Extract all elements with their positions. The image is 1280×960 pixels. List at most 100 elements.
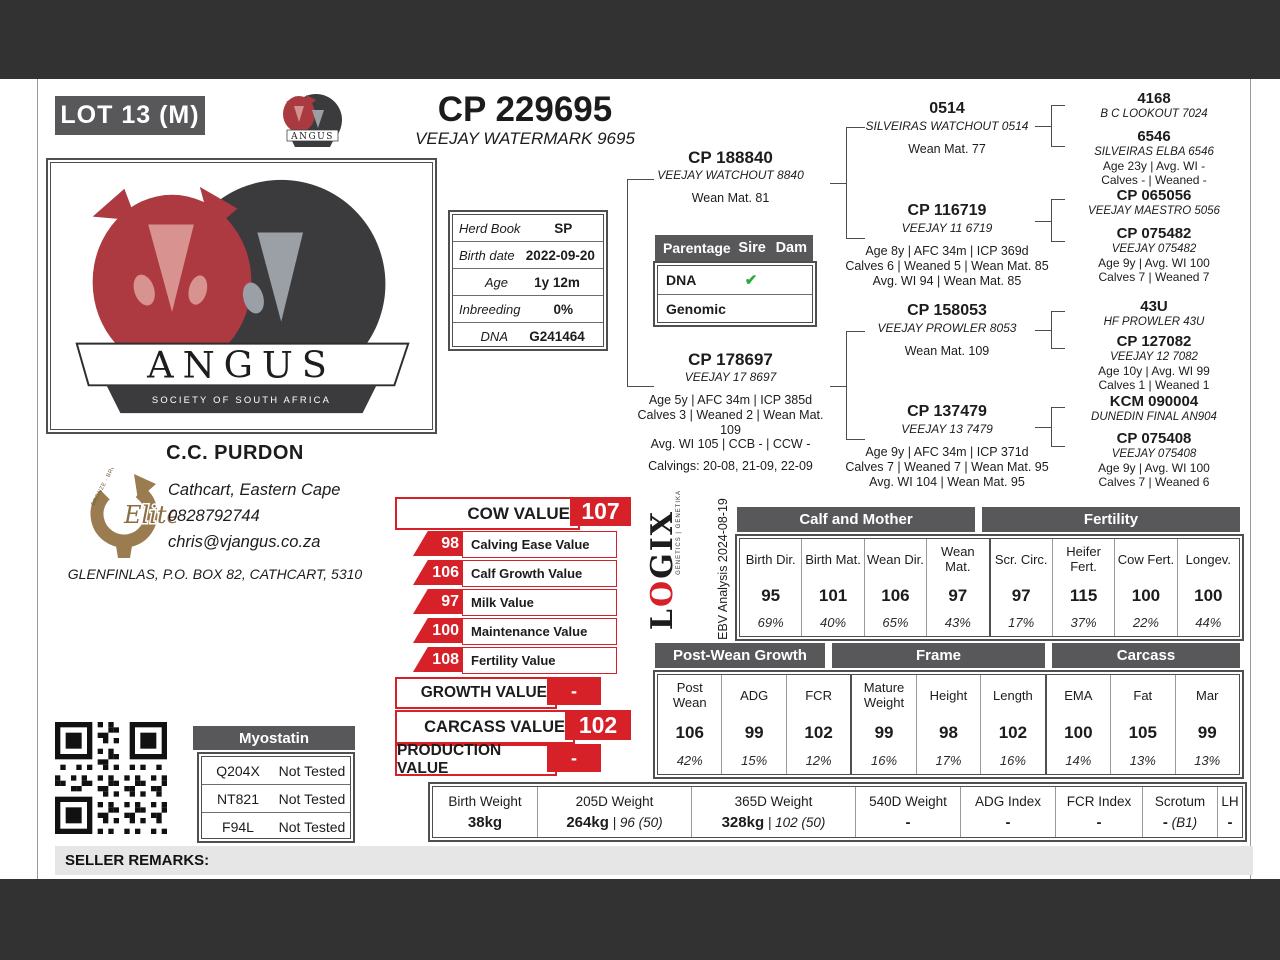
pedigree-reg: 4168	[1137, 90, 1171, 107]
pedigree-gen3-node: CP 065056 VEEJAY MAESTRO 5056	[1060, 187, 1248, 218]
parentage-table: DNA ✔ Genomic	[653, 261, 817, 327]
ebv-cell: ADG 99 15%	[722, 675, 787, 774]
owner-city: Cathcart, Eastern Cape	[168, 481, 341, 499]
weight-label: ADG Index	[974, 793, 1042, 809]
sub-value-label: Calving Ease Value	[462, 531, 617, 558]
owner-contact: Cathcart, Eastern Cape 0828792744 chris@…	[168, 477, 340, 555]
pedigree-reg: 0514	[929, 100, 965, 117]
ebv-analysis-date: EBV Analysis 2024-08-19	[716, 498, 730, 640]
elite-badge: BRONZE · BRONS Elite	[80, 456, 182, 560]
pedigree-gen3-node: CP 075408 VEEJAY 075408 Age 9y | Avg. WI…	[1060, 430, 1248, 490]
ebv-label: ADG	[740, 687, 769, 703]
ebv-accuracy: 17%	[1008, 615, 1035, 630]
ebv-cell: Heifer Fert. 115 37%	[1053, 539, 1116, 636]
myostatin-row: NT821 Not Tested	[202, 785, 350, 813]
pedigree-name: VEEJAY PROWLER 8053	[877, 320, 1017, 335]
animal-info-table: Herd Book SP Birth date 2022-09-20 Age 1…	[448, 210, 608, 351]
growth-value-label: GROWTH VALUE	[395, 677, 557, 709]
pedigree-gen3-node: 4168 B C LOOKOUT 7024	[1060, 90, 1248, 121]
pedigree-reg: CP 178697	[688, 350, 773, 369]
pedigree-stat: Wean Mat. 77	[908, 142, 986, 157]
owner-address: GLENFINLAS, P.O. BOX 82, CATHCART, 5310	[67, 566, 363, 582]
pedigree-stat: Avg. WI 94 | Wean Mat. 85	[872, 273, 1022, 288]
pedigree-name: VEEJAY 11 6719	[901, 220, 993, 235]
pedigree-name: VEEJAY 075408	[1111, 447, 1197, 460]
carcass-value-number: 102	[565, 710, 631, 740]
myostatin-gene: F94L	[222, 818, 254, 835]
pedigree-reg: KCM 090004	[1109, 393, 1199, 410]
parentage-row-genomic: Genomic	[658, 295, 812, 323]
owner-phone: 0828792744	[168, 507, 260, 525]
pedigree-stat: Age 9y | Avg. WI 100	[1098, 461, 1210, 476]
weight-value: - (B1)	[1162, 813, 1198, 831]
logix-wordmark: LOGIX	[645, 509, 680, 631]
animal-registration: CP 229695	[437, 90, 613, 129]
pedigree-gen2-node: 0514 SILVEIRAS WATCHOUT 0514 Wean Mat. 7…	[840, 100, 1054, 157]
ebv-cell: EMA 100 14%	[1047, 675, 1112, 774]
ebv-accuracy: 13%	[1194, 753, 1221, 768]
ebv-cell: FCR 102 12%	[787, 675, 853, 774]
page-right-edge	[1250, 79, 1251, 879]
ebv-accuracy: 43%	[944, 615, 971, 630]
pedigree-name: SILVEIRAS ELBA 6546	[1094, 145, 1214, 158]
ebv-cell: Wean Dir. 106 65%	[865, 539, 928, 636]
myostatin-status: Not Tested	[278, 818, 346, 835]
ebv-accuracy: 15%	[741, 753, 768, 768]
pedigree-gen3-node: CP 127082 VEEJAY 12 7082 Age 10y | Avg. …	[1060, 333, 1248, 393]
pedigree-bracket-g3-1	[1035, 105, 1065, 147]
sub-value-number: 106	[413, 560, 466, 585]
pedigree-stat: Avg. WI 105 | CCB - | CCW -	[650, 437, 811, 452]
pedigree-name: HF PROWLER 43U	[1103, 315, 1205, 328]
group-header-carcass: Carcass	[1052, 643, 1240, 668]
pedigree-stat: Calves 6 | Weaned 5 | Wean Mat. 85	[845, 258, 1049, 273]
info-row-dna: DNA G241464	[453, 323, 603, 349]
weight-label: FCR Index	[1066, 793, 1132, 809]
ebv-value: 100	[1194, 585, 1223, 605]
myostatin-header: Myostatin	[193, 726, 355, 750]
pedigree-gen3-node: KCM 090004 DUNEDIN FINAL AN904	[1060, 393, 1248, 424]
ebv-accuracy: 69%	[757, 615, 784, 630]
ebv-table-1: Birth Dir. 95 69% Birth Mat. 101 40% Wea…	[735, 534, 1244, 641]
pedigree-stat: Calves 7 | Weaned 6	[1098, 475, 1210, 490]
ebv-value: 106	[675, 722, 704, 742]
ebv-value: 95	[761, 585, 781, 605]
pedigree-name: DUNEDIN FINAL AN904	[1091, 410, 1217, 423]
pedigree-reg: CP 065056	[1116, 187, 1192, 204]
pedigree-name: VEEJAY 13 7479	[901, 421, 993, 436]
pedigree-gen2-node: CP 158053 VEEJAY PROWLER 8053 Wean Mat. …	[840, 302, 1054, 359]
pedigree-reg: CP 188840	[688, 148, 773, 167]
weight-cell: Birth Weight 38kg	[433, 787, 538, 837]
pedigree-reg: 43U	[1140, 298, 1168, 315]
ebv-label: Cow Fert.	[1117, 551, 1175, 567]
weight-value: -	[1005, 813, 1011, 831]
pedigree-reg: CP 116719	[907, 202, 987, 219]
weight-cell: Scrotum - (B1)	[1143, 787, 1218, 837]
ebv-label: Length	[993, 687, 1033, 703]
pedigree-gen2-node: CP 137479 VEEJAY 13 7479 Age 9y | AFC 34…	[840, 403, 1054, 489]
angus-society-logo-small: ANGUS	[280, 92, 343, 152]
pedigree-stat: Wean Mat. 109	[904, 344, 990, 359]
sub-value-label: Maintenance Value	[462, 618, 617, 645]
angus-logo-subtext: SOCIETY OF SOUTH AFRICA	[152, 394, 331, 405]
weight-value: -	[1096, 813, 1102, 831]
ebv-cell: Fat 105 13%	[1111, 675, 1176, 774]
ebv-label: EMA	[1064, 687, 1093, 703]
info-value: 1y 12m	[534, 274, 580, 290]
ebv-label: Height	[929, 687, 968, 703]
ebv-label: Longev.	[1185, 551, 1231, 567]
weight-value: 328kg | 102 (50)	[721, 813, 826, 831]
pedigree-reg: 6546	[1137, 128, 1171, 145]
pedigree-stat: Age 8y | AFC 34m | ICP 369d	[865, 244, 1029, 259]
logix-logo: LOGIX GENETICS | GENETIKA	[643, 490, 687, 650]
parentage-col-sire: Sire	[738, 240, 766, 256]
ebv-label: FCR	[805, 687, 832, 703]
parentage-row-label: DNA	[666, 272, 697, 288]
logix-tagline: GENETICS | GENETIKA	[676, 490, 682, 575]
owner-email: chris@vjangus.co.za	[168, 533, 321, 551]
ebv-value: 100	[1131, 585, 1161, 605]
ebv-label: Wean Mat.	[940, 544, 975, 574]
weight-cell: 205D Weight 264kg | 96 (50)	[538, 787, 692, 837]
angus-logo-small-icon: ANGUS	[283, 94, 342, 147]
weights-table: Birth Weight 38kg 205D Weight 264kg | 96…	[428, 782, 1247, 842]
seller-remarks-label: SELLER REMARKS:	[65, 852, 210, 869]
